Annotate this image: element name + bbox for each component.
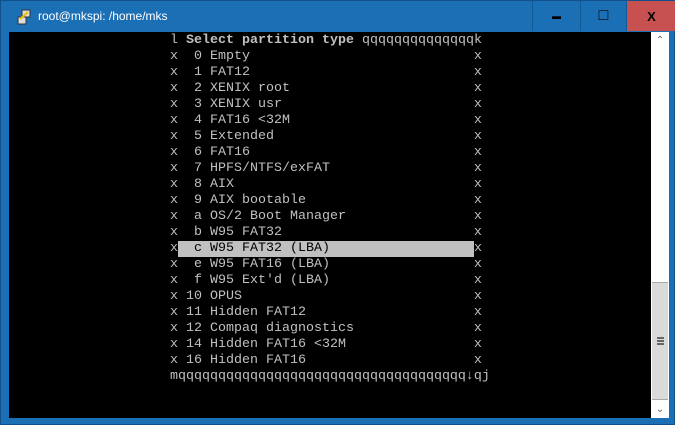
- close-button[interactable]: X: [626, 1, 675, 31]
- partition-type-option[interactable]: x 8 AIX x: [170, 177, 482, 192]
- box-corner: l: [170, 33, 186, 48]
- partition-type-option[interactable]: x 0 Empty x: [170, 49, 482, 64]
- terminal-screen[interactable]: l Select partition type qqqqqqqqqqqqqqk …: [9, 32, 651, 418]
- partition-type-option[interactable]: x 1 FAT12 x: [170, 65, 482, 80]
- partition-type-option[interactable]: x 6 FAT16 x: [170, 145, 482, 160]
- partition-type-option[interactable]: x f W95 Ext'd (LBA) x: [170, 273, 482, 288]
- partition-type-option[interactable]: x 12 Compaq diagnostics x: [170, 321, 482, 336]
- scrollbar-thumb[interactable]: [652, 282, 668, 400]
- partition-type-option[interactable]: x 4 FAT16 <32M x: [170, 113, 482, 128]
- partition-type-option[interactable]: x 16 Hidden FAT16 x: [170, 353, 482, 368]
- putty-icon: [17, 9, 31, 25]
- partition-type-option[interactable]: x e W95 FAT16 (LBA) x: [170, 257, 482, 272]
- partition-type-option[interactable]: x 2 XENIX root x: [170, 81, 482, 96]
- chevron-down-icon: ⌄: [655, 404, 665, 415]
- selection-highlight: [178, 241, 474, 257]
- scrollbar[interactable]: ⌃ ⌄: [651, 32, 669, 418]
- box-border: qqqqqqqqqqqqqqk: [353, 33, 482, 48]
- close-icon: X: [647, 8, 656, 24]
- menu-footer: mqqqqqqqqqqqqqqqqqqqqqqqqqqqqqqqqqqqq↓qj: [170, 369, 490, 384]
- partition-type-option[interactable]: x 14 Hidden FAT16 <32M x: [170, 337, 482, 352]
- partition-type-option[interactable]: x 11 Hidden FAT12 x: [170, 305, 482, 320]
- partition-type-option[interactable]: x 9 AIX bootable x: [170, 193, 482, 208]
- chevron-up-icon: ⌃: [655, 35, 665, 46]
- scroll-up-button[interactable]: ⌃: [651, 32, 669, 49]
- option-text: x: [473, 241, 482, 256]
- title-bar[interactable]: root@mkspi: /home/mks ▬ □ X: [1, 1, 675, 32]
- partition-type-option[interactable]: x 7 HPFS/NTFS/exFAT x: [170, 161, 482, 176]
- partition-type-option[interactable]: x 10 OPUS x: [170, 289, 482, 304]
- maximize-icon: □: [598, 7, 609, 24]
- partition-type-option-selected[interactable]: x c W95 FAT32 (LBA) x: [170, 241, 482, 257]
- menu-title: Select partition type: [186, 33, 354, 48]
- maximize-button[interactable]: □: [580, 1, 626, 31]
- option-text: x: [170, 241, 178, 256]
- option-text: c W95 FAT32 (LBA): [178, 241, 474, 256]
- minimize-icon: ▬: [552, 11, 561, 21]
- partition-type-option[interactable]: x a OS/2 Boot Manager x: [170, 209, 482, 224]
- scroll-down-button[interactable]: ⌄: [651, 401, 669, 418]
- partition-type-option[interactable]: x 3 XENIX usr x: [170, 97, 482, 112]
- minimize-button[interactable]: ▬: [532, 1, 580, 31]
- window-title: root@mkspi: /home/mks: [38, 9, 168, 23]
- menu-header: l Select partition type qqqqqqqqqqqqqqk: [170, 33, 482, 49]
- grip-icon: [656, 337, 664, 345]
- partition-type-option[interactable]: x b W95 FAT32 x: [170, 225, 482, 240]
- partition-type-option[interactable]: x 5 Extended x: [170, 129, 482, 144]
